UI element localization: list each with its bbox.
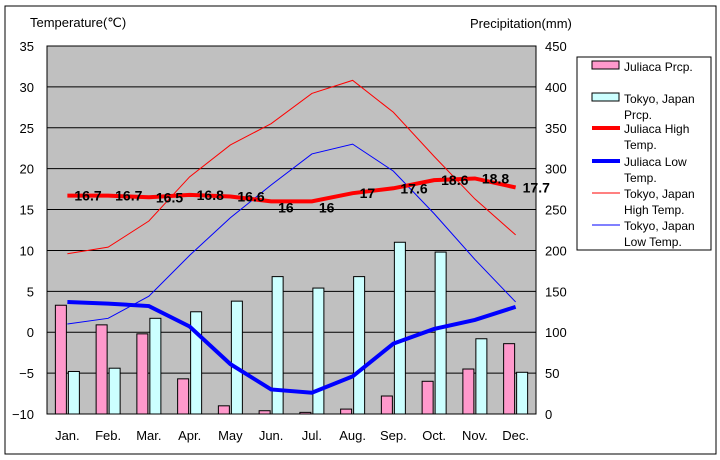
bar-juliaca-prcp: [421, 380, 434, 415]
y-left-axis-title: Temperature(℃): [30, 15, 126, 30]
legend-swatch: [591, 92, 620, 102]
y-right-tick-label: 100: [545, 325, 567, 340]
data-label: 16.8: [197, 187, 224, 203]
y-left-tick-label: 30: [20, 80, 34, 95]
legend-label: Tokyo, Japan: [624, 92, 695, 106]
bar-juliaca-prcp: [380, 395, 393, 415]
bar-juliaca-prcp: [503, 343, 516, 415]
x-tick-label: Feb.: [95, 428, 121, 443]
x-tick-label: May: [218, 428, 243, 443]
bar-tokyo-prcp: [516, 371, 529, 415]
y-left-tick-label: 10: [20, 243, 34, 258]
bar-juliaca-prcp: [217, 405, 230, 415]
x-tick-label: Nov.: [462, 428, 488, 443]
data-label: 16.6: [237, 188, 264, 204]
line-tokyo-japan-high-temp-: [67, 79, 516, 255]
y-right-tick-label: 0: [545, 407, 552, 422]
x-tick-label: Jul.: [302, 428, 322, 443]
bar-tokyo-prcp: [353, 276, 366, 415]
line-juliaca-high-temp-: [67, 176, 517, 204]
bar-tokyo-prcp: [434, 251, 447, 415]
bar-juliaca-prcp: [299, 411, 312, 415]
data-label: 16.5: [156, 189, 183, 205]
x-tick-label: Sep.: [380, 428, 407, 443]
x-tick-label: Jun.: [259, 428, 284, 443]
bar-juliaca-prcp: [177, 378, 190, 415]
y-right-tick-label: 50: [545, 366, 559, 381]
y-left-tick-label: 25: [20, 121, 34, 136]
bar-tokyo-prcp: [108, 367, 121, 415]
x-tick-label: Oct.: [422, 428, 446, 443]
legend-label: Juliaca Low: [624, 155, 687, 169]
bar-tokyo-prcp: [67, 370, 80, 415]
y-right-tick-label: 250: [545, 203, 567, 218]
bar-juliaca-prcp: [136, 333, 149, 415]
legend-swatch: [591, 60, 620, 70]
legend-label: Tokyo, Japan: [624, 219, 695, 233]
y-right-tick-label: 300: [545, 162, 567, 177]
y-right-axis-title: Precipitation(mm): [470, 16, 572, 31]
data-label: 16: [319, 199, 335, 215]
plot-area: [46, 45, 537, 415]
data-label: 16.7: [115, 188, 142, 204]
data-label: 17: [360, 185, 376, 201]
line-juliaca-low-temp-: [67, 299, 517, 395]
bar-juliaca-prcp: [95, 324, 108, 415]
x-tick-label: Dec.: [502, 428, 529, 443]
y-right-tick-label: 400: [545, 80, 567, 95]
legend-label: Temp.: [624, 171, 657, 185]
data-label: 17.6: [400, 180, 427, 196]
data-label: 16: [278, 199, 294, 215]
y-left-tick-label: 35: [20, 39, 34, 54]
y-left-tick-label: 5: [27, 284, 34, 299]
y-right-tick-label: 200: [545, 243, 567, 258]
data-label: 16.7: [74, 188, 101, 204]
bar-tokyo-prcp: [312, 287, 325, 415]
x-tick-label: Apr.: [178, 428, 201, 443]
bar-juliaca-prcp: [258, 410, 271, 415]
y-left-tick-label: 15: [20, 203, 34, 218]
data-label: 17.7: [523, 179, 550, 195]
legend-label: High Temp.: [624, 203, 684, 217]
x-tick-label: Jan.: [55, 428, 80, 443]
bar-tokyo-prcp: [393, 241, 406, 415]
y-right-tick-label: 150: [545, 284, 567, 299]
legend-label: Juliaca Prcp.: [624, 60, 693, 74]
line-tokyo-japan-low-temp-: [67, 143, 516, 325]
y-left-tick-label: 0: [27, 325, 34, 340]
y-left-tick-label: −5: [19, 366, 34, 381]
data-label: 18.8: [482, 170, 509, 186]
y-left-tick-label: −10: [12, 407, 34, 422]
legend-label: Prcp.: [624, 108, 652, 122]
x-tick-label: Mar.: [136, 428, 161, 443]
bar-juliaca-prcp: [340, 408, 353, 415]
bar-tokyo-prcp: [475, 338, 488, 415]
legend-label: Juliaca High: [624, 122, 689, 136]
legend-box: [576, 56, 712, 251]
bar-tokyo-prcp: [230, 300, 243, 415]
x-tick-label: Aug.: [339, 428, 366, 443]
legend-label: Tokyo, Japan: [624, 187, 695, 201]
y-right-tick-label: 450: [545, 39, 567, 54]
bar-tokyo-prcp: [149, 317, 162, 415]
bar-tokyo-prcp: [190, 311, 203, 415]
data-label: 18.6: [441, 172, 468, 188]
outer-border: [4, 5, 717, 455]
y-right-tick-label: 350: [545, 121, 567, 136]
legend-label: Temp.: [624, 138, 657, 152]
bar-juliaca-prcp: [54, 304, 67, 415]
y-left-tick-label: 20: [20, 162, 34, 177]
bar-juliaca-prcp: [462, 368, 475, 415]
legend-label: Low Temp.: [624, 235, 682, 249]
bar-tokyo-prcp: [271, 276, 284, 415]
